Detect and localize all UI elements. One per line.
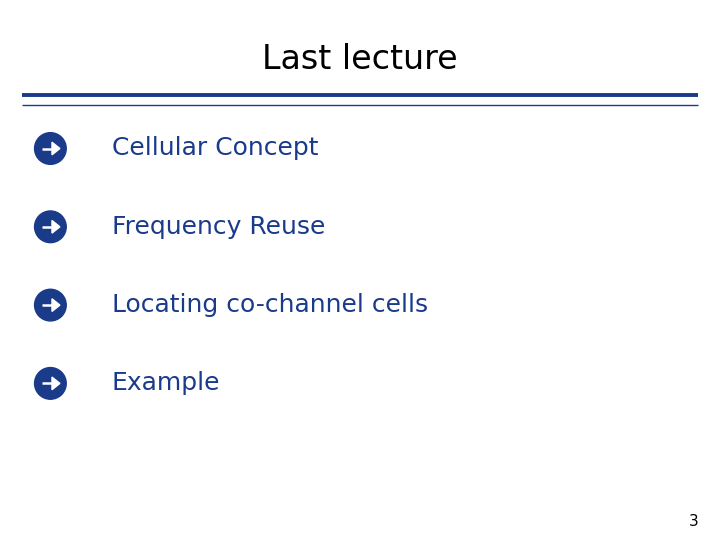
Ellipse shape [35, 211, 66, 242]
Text: Example: Example [112, 372, 220, 395]
Text: Frequency Reuse: Frequency Reuse [112, 215, 325, 239]
Text: Cellular Concept: Cellular Concept [112, 137, 318, 160]
Polygon shape [52, 299, 60, 312]
Polygon shape [52, 220, 60, 233]
Text: Last lecture: Last lecture [262, 43, 458, 76]
Ellipse shape [35, 289, 66, 321]
Text: 3: 3 [688, 514, 698, 529]
Polygon shape [52, 377, 60, 390]
Ellipse shape [35, 133, 66, 164]
Ellipse shape [35, 368, 66, 399]
Text: Locating co-channel cells: Locating co-channel cells [112, 293, 428, 317]
Polygon shape [52, 142, 60, 155]
